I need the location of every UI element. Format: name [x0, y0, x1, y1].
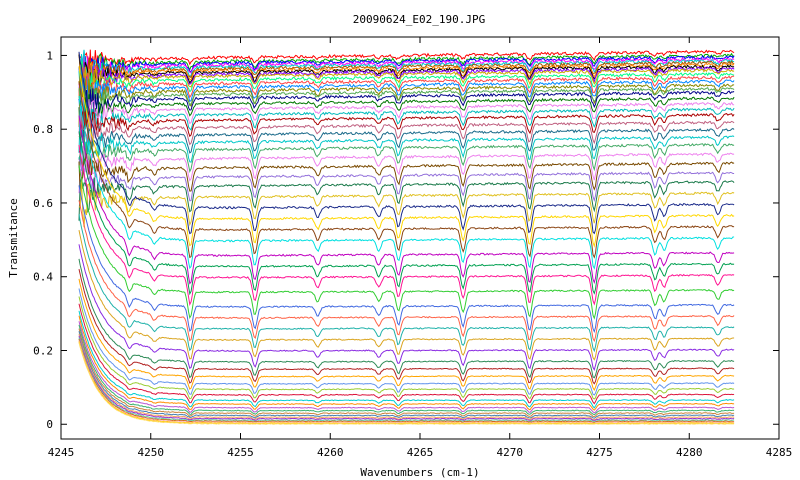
- series-line: [78, 230, 735, 361]
- series-line: [78, 338, 735, 423]
- series-line: [78, 64, 735, 104]
- series-line: [78, 81, 735, 259]
- series-line: [78, 341, 735, 425]
- series-line: [78, 51, 735, 91]
- series-line: [78, 296, 735, 400]
- series-line: [78, 115, 735, 285]
- series-line: [78, 96, 735, 270]
- series-line: [78, 200, 735, 343]
- series-line: [78, 108, 735, 153]
- x-tick-label: 4260: [317, 446, 344, 459]
- series-line: [78, 258, 735, 379]
- series-line: [78, 66, 735, 248]
- series-line: [78, 88, 735, 124]
- series-line: [78, 49, 735, 81]
- x-tick-label: 4270: [497, 446, 524, 459]
- x-tick-label: 4285: [766, 446, 793, 459]
- series-line: [78, 214, 735, 353]
- series-line: [78, 288, 735, 396]
- y-tick-label: 0: [46, 418, 53, 431]
- series-line: [78, 310, 735, 409]
- series-line: [78, 145, 735, 194]
- series-line: [78, 94, 735, 131]
- series-line: [78, 97, 735, 135]
- x-tick-label: 4265: [407, 446, 434, 459]
- series-line: [78, 52, 735, 93]
- x-axis: 4245 4250 4255 4260 4265 4270 4275 4280 4285: [48, 37, 793, 459]
- series-line: [78, 303, 735, 405]
- series-group: [78, 49, 735, 425]
- x-tick-label: 4250: [138, 446, 165, 459]
- y-axis-title: Transmitance: [7, 198, 20, 277]
- y-tick-label: 1: [46, 49, 53, 62]
- series-line: [78, 330, 735, 419]
- x-axis-title: Wavenumbers (cm-1): [360, 466, 479, 479]
- series-line: [78, 337, 735, 423]
- series-line: [78, 268, 735, 385]
- chart-title: 20090624_E02_190.JPG: [353, 13, 485, 26]
- series-line: [78, 244, 735, 371]
- series-line: [78, 340, 735, 424]
- series-line: [78, 315, 735, 411]
- x-tick-label: 4275: [586, 446, 613, 459]
- x-tick-label: 4280: [676, 446, 703, 459]
- series-line: [78, 100, 735, 153]
- series-line: [78, 132, 735, 167]
- series-line: [78, 71, 735, 128]
- series-line: [78, 321, 735, 414]
- series-line: [78, 60, 735, 100]
- series-line: [78, 54, 735, 94]
- series-line: [78, 127, 735, 160]
- series-line: [78, 328, 735, 418]
- series-line: [78, 324, 735, 416]
- y-axis: 0 0.2 0.4 0.6 0.8 1: [33, 49, 779, 431]
- series-line: [78, 177, 735, 221]
- series-line: [78, 178, 735, 228]
- y-tick-label: 0.8: [33, 123, 53, 136]
- series-line: [78, 51, 735, 235]
- series-line: [78, 131, 735, 296]
- series-line: [78, 68, 735, 118]
- series-line: [78, 278, 735, 391]
- x-tick-label: 4255: [227, 446, 254, 459]
- series-line: [78, 85, 735, 119]
- series-line: [78, 153, 735, 195]
- series-line: [78, 159, 735, 202]
- series-line: [78, 342, 735, 425]
- series-line: [78, 61, 735, 100]
- y-tick-label: 0.2: [33, 344, 53, 357]
- series-line: [78, 333, 735, 421]
- series-line: [78, 67, 735, 115]
- y-tick-label: 0.6: [33, 197, 53, 210]
- y-tick-label: 0.4: [33, 271, 53, 284]
- series-line: [78, 137, 735, 178]
- series-line: [78, 335, 735, 421]
- series-line: [78, 114, 735, 148]
- series-line: [78, 165, 735, 320]
- series-line: [78, 185, 735, 334]
- series-line: [78, 54, 735, 96]
- series-line: [78, 144, 735, 307]
- x-tick-label: 4245: [48, 446, 75, 459]
- series-line: [78, 63, 735, 95]
